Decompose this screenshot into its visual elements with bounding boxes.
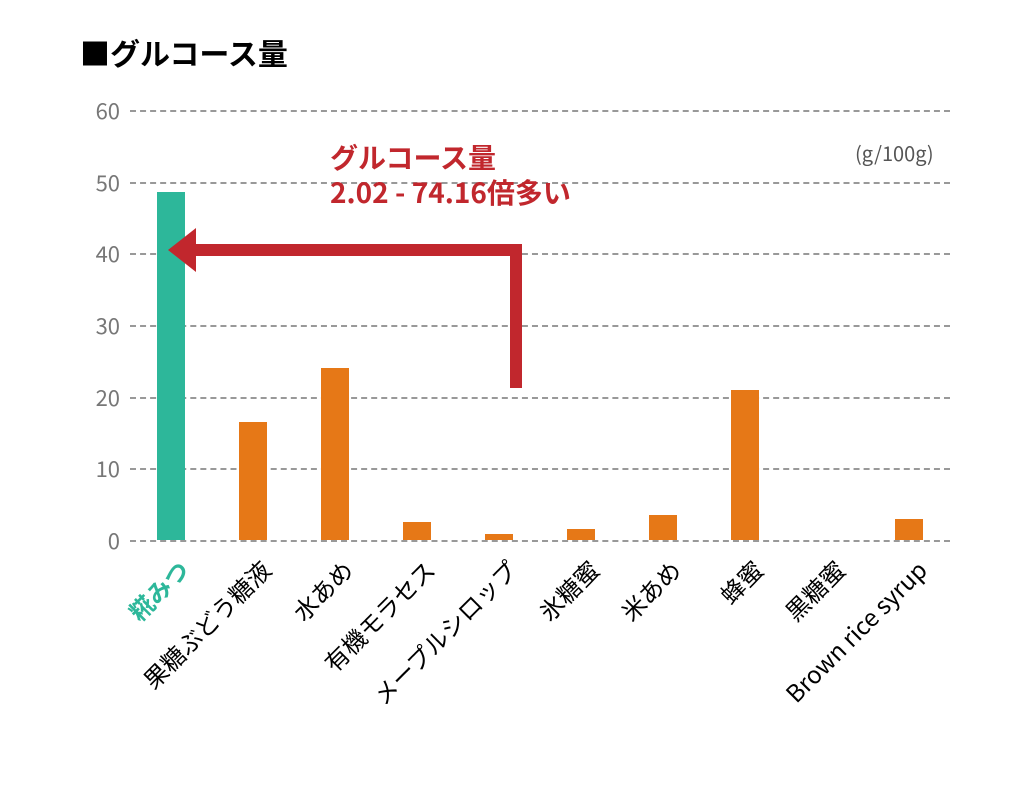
y-tick-label: 50: [80, 166, 120, 198]
chart-title: ■グルコース量: [80, 30, 288, 74]
gridline: [130, 110, 950, 112]
callout-arrow-head: [168, 228, 196, 272]
callout-line1: グルコース量: [330, 140, 571, 175]
y-tick-label: 60: [80, 94, 120, 126]
callout-line2: 2.02 - 74.16倍多い: [330, 175, 571, 210]
bar: [239, 422, 268, 540]
bar: [895, 519, 924, 541]
x-tick-label: 水あめ: [284, 552, 360, 628]
callout-arrow-horizontal: [190, 244, 522, 256]
gridline: [130, 540, 950, 542]
x-tick-label: 氷糖蜜: [530, 552, 606, 628]
y-tick-label: 20: [80, 381, 120, 413]
y-tick-label: 30: [80, 309, 120, 341]
bar: [649, 515, 678, 540]
bar: [567, 529, 596, 540]
gridline: [130, 397, 950, 399]
callout-annotation: グルコース量 2.02 - 74.16倍多い: [330, 140, 571, 210]
x-tick-label: 黒糖蜜: [776, 552, 852, 628]
bar: [731, 390, 760, 541]
x-tick-label: 蜂蜜: [711, 552, 770, 611]
bar: [403, 522, 432, 540]
y-tick-label: 40: [80, 237, 120, 269]
bar: [485, 534, 514, 540]
y-tick-label: 0: [80, 524, 120, 556]
callout-arrow-vertical: [510, 244, 522, 388]
gridline: [130, 325, 950, 327]
x-tick-label: Brown rice syrup: [777, 552, 934, 709]
bar: [321, 368, 350, 540]
x-tick-label: 米あめ: [612, 552, 688, 628]
x-tick-label: 糀みつ: [120, 552, 196, 628]
y-tick-label: 10: [80, 452, 120, 484]
x-tick-label: メープルシロップ: [364, 552, 523, 711]
